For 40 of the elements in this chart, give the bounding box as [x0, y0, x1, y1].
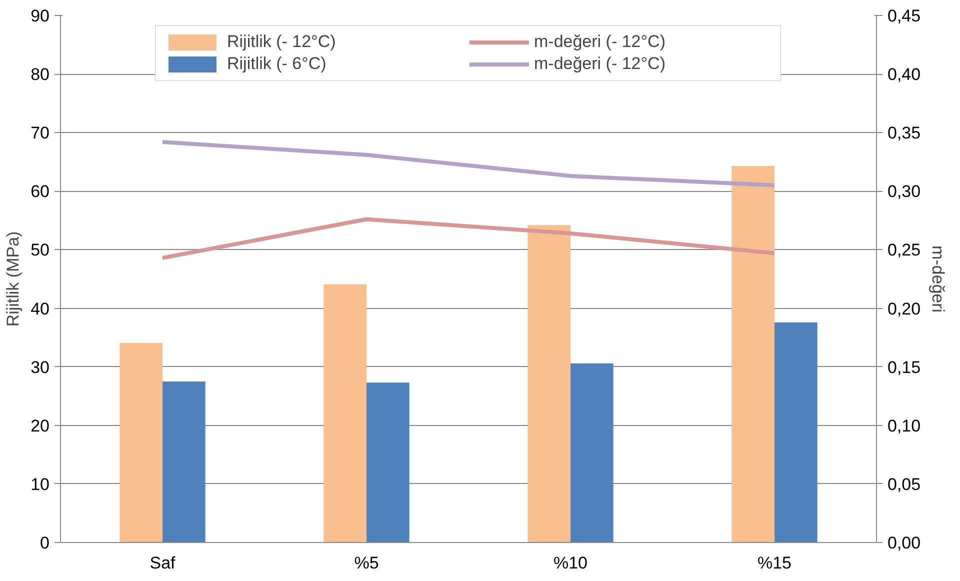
y2-tick-label: 0,40: [888, 65, 921, 84]
y2-tick-label: 0,25: [888, 240, 921, 260]
y2-tick-label: 0,05: [888, 474, 921, 494]
bar: [528, 225, 570, 542]
y-tick-label: 20: [30, 416, 50, 436]
y2-tick-label: 0,45: [888, 6, 921, 26]
y-tick-label: 70: [30, 124, 50, 143]
x-tick-label: %10: [553, 554, 588, 572]
bar: [732, 166, 774, 542]
y-tick-label: 50: [30, 240, 50, 260]
line-series: [160, 140, 776, 188]
y2-tick-label: 0,35: [888, 124, 921, 143]
x-tick-label: %15: [757, 554, 792, 572]
bar: [120, 342, 162, 542]
legend-label: m-değeri (- 12°C): [534, 54, 666, 74]
y2-tick-label: 0,15: [888, 358, 921, 377]
line-series: [160, 217, 776, 260]
bar: [570, 363, 614, 542]
y2-tick-label: 0,20: [888, 299, 921, 318]
y-tick-label: 10: [30, 474, 50, 494]
y-tick-label: 60: [30, 182, 50, 202]
y2-tick-label: 0,30: [888, 182, 921, 202]
y2-axis-title: m-değeri: [928, 245, 948, 313]
y-axis-title: Rijitlik (MPa): [4, 231, 23, 327]
y-tick-label: 90: [30, 6, 50, 26]
bar: [162, 381, 206, 542]
x-tick-label: Saf: [150, 554, 176, 572]
legend-label: m-değeri (- 12°C): [534, 32, 666, 52]
legend-label: Rijitlik (- 6°C): [227, 54, 328, 74]
bar: [774, 322, 818, 542]
y-tick-label: 80: [30, 65, 50, 84]
y2-tick-label: 0,00: [888, 534, 921, 552]
legend-label: Rijitlik (- 12°C): [227, 32, 337, 52]
y-tick-label: 0: [40, 534, 50, 552]
x-tick-label: %5: [354, 554, 379, 572]
bar: [324, 284, 366, 542]
y-tick-label: 40: [30, 299, 50, 318]
y2-tick-label: 0,10: [888, 416, 921, 436]
bar: [366, 382, 410, 542]
y-tick-label: 30: [30, 358, 50, 377]
